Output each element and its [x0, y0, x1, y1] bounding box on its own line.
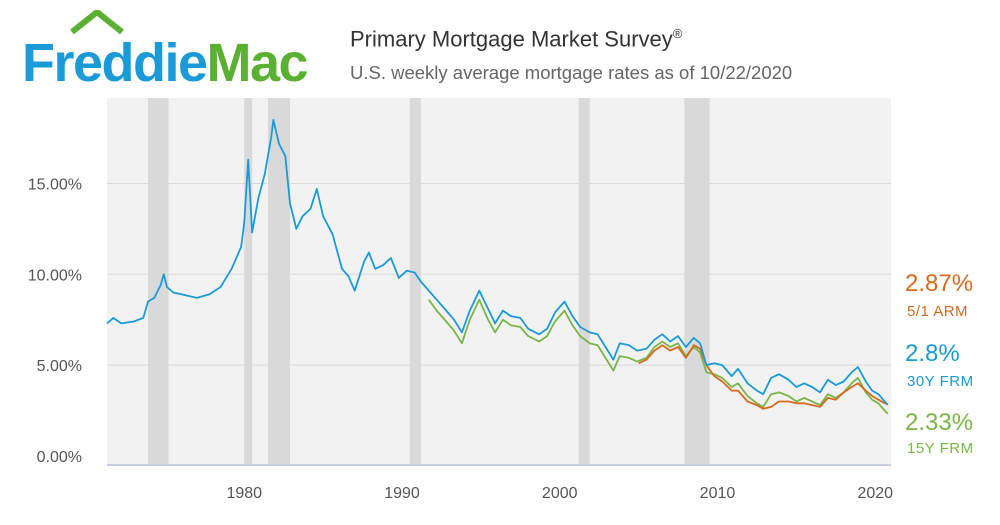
- recession-band-1: [244, 98, 253, 464]
- series-lines: [106, 119, 889, 415]
- end-label-name: 15Y FRM: [907, 440, 974, 457]
- end-labels: 2.87% 5/1 ARM 2.8% 30Y FRM 2.33% 15Y FRM: [905, 270, 974, 457]
- registered-mark: ®: [672, 26, 683, 41]
- y-tick-label: 15.00%: [28, 176, 82, 193]
- x-tick-label: 2020: [857, 485, 893, 502]
- recession-band-2: [267, 98, 290, 464]
- y-tick-label: 5.00%: [37, 358, 82, 375]
- gridlines: [107, 182, 891, 366]
- y-tick-label: 0.00%: [37, 449, 82, 466]
- chart-title-text: Primary Mortgage Market Survey: [350, 26, 673, 52]
- recession-band-3: [409, 98, 421, 464]
- x-tick-label: 2000: [542, 485, 578, 502]
- end-label-value: 2.8%: [905, 340, 960, 367]
- series-line-30y-frm: [106, 119, 889, 406]
- recession-band-0: [148, 98, 169, 464]
- recession-band-4: [578, 98, 590, 464]
- y-tick-label: 10.00%: [28, 267, 82, 284]
- end-label-name: 5/1 ARM: [907, 303, 968, 320]
- end-label-value: 2.87%: [905, 270, 973, 297]
- x-tick-label: 2010: [700, 485, 736, 502]
- end-label-name: 30Y FRM: [907, 373, 974, 390]
- recession-bands: [148, 98, 710, 464]
- x-tick-label: 1980: [226, 485, 262, 502]
- end-label-value: 2.33%: [905, 409, 973, 436]
- plot-background: [107, 98, 891, 464]
- logo-word-mac: Mac: [206, 33, 309, 93]
- x-axis-ticks: 1980 1990 2000 2010 2020: [226, 485, 893, 502]
- x-tick-label: 1990: [384, 485, 420, 502]
- logo-wordmark: FreddieMac: [22, 32, 309, 94]
- logo-word-freddie: Freddie: [22, 33, 208, 93]
- recession-band-5: [684, 98, 710, 464]
- freddie-mac-logo: FreddieMac: [22, 10, 322, 93]
- y-axis-ticks: 0.00% 5.00% 10.00% 15.00%: [28, 176, 82, 466]
- series-line-15y-frm: [428, 298, 889, 415]
- series-line-5-1-arm: [638, 344, 888, 410]
- chart-title: Primary Mortgage Market Survey®: [350, 26, 682, 52]
- chart-subtitle: U.S. weekly average mortgage rates as of…: [350, 62, 793, 83]
- house-roof-icon: [70, 10, 124, 35]
